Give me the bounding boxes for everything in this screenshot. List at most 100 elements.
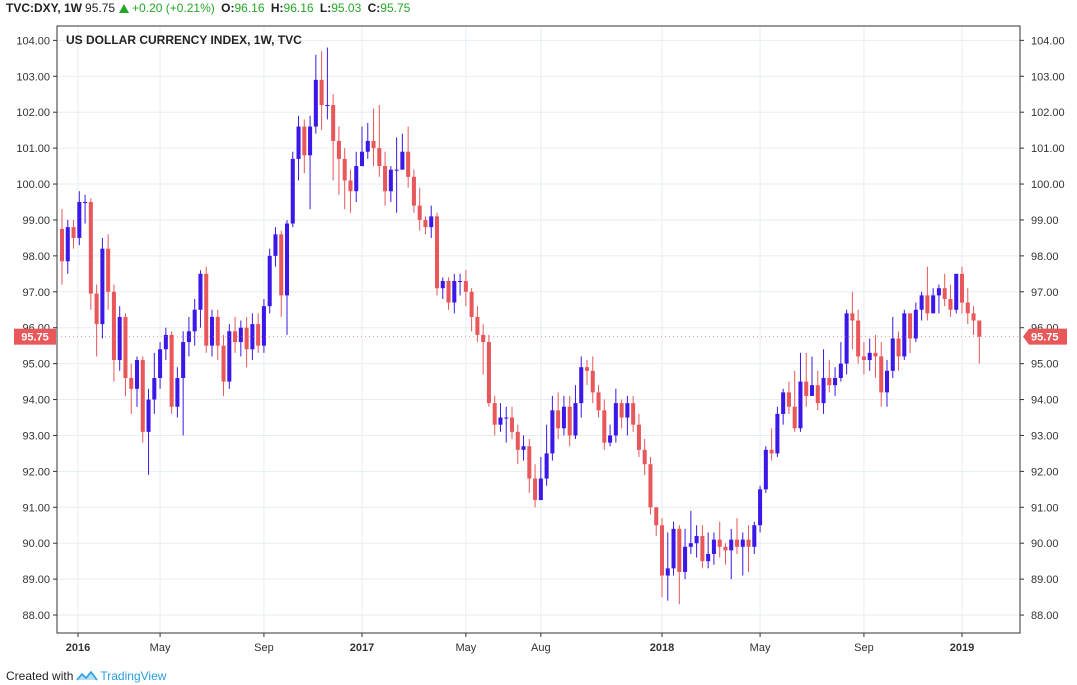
candle-body [596,392,601,411]
candle-body [659,525,665,576]
candle-body [879,356,884,393]
y-tick-label-right: 103.00 [1031,71,1065,83]
candle-body [238,327,243,343]
candle-body [429,216,434,228]
y-tick-label-left: 89.00 [22,574,50,586]
tradingview-brand[interactable]: TradingView [100,669,167,683]
candle-body [325,105,330,107]
candle-body [913,309,918,339]
candle-body [919,295,924,310]
candle-body [336,140,341,159]
candle-body [434,216,440,289]
y-tick-label-right: 101.00 [1031,143,1065,155]
y-tick-label-left: 97.00 [22,287,50,299]
y-tick-label-right: 98.00 [1031,251,1059,263]
candles [59,47,982,605]
candle-body [423,219,428,228]
candle-body [977,320,982,337]
y-tick-label-left: 95.00 [22,359,50,371]
candle-body [752,525,757,547]
y-tick-label-right: 90.00 [1031,538,1059,550]
high-value: 96.16 [283,1,314,15]
x-tick-label: May [750,642,771,654]
candle-body [233,331,238,343]
candle-body [221,345,226,382]
candle-body [561,406,566,429]
created-with-label: Created with [6,669,74,683]
candle-body [492,403,497,425]
low-value: 95.03 [331,1,362,15]
up-arrow-icon [119,4,130,13]
last-price-tags: 95.75 95.75 [14,328,1067,345]
candle-body [186,331,191,343]
candle-body [654,507,659,526]
last-price: 95.75 [85,1,116,15]
candle-body [377,148,382,167]
candle-body [163,334,168,350]
candlestick-chart[interactable]: US DOLLAR CURRENCY INDEX, 1W, TVC 104.00… [0,18,1077,663]
candle-body [821,377,826,404]
candle-body [850,313,855,321]
candle-body [965,302,970,314]
candle-body [590,370,595,393]
x-tick-label: Sep [854,642,874,654]
candle-body [388,169,393,192]
candle-body [498,417,503,425]
candle-body [873,352,878,357]
candle-body [59,228,65,262]
candle-body [244,327,249,350]
low-label: L: [319,1,332,15]
candle-body [65,227,70,262]
candle-body [636,424,641,450]
candle-body [533,478,538,501]
candle-body [371,140,376,149]
candle-body [827,377,832,386]
candle-body [665,568,670,576]
candle-body [671,528,676,569]
x-tick-label: 2016 [66,642,90,654]
y-tick-label-right: 89.00 [1031,574,1059,586]
candle-body [792,406,797,429]
candle-body [706,553,711,562]
candle-body [567,406,572,436]
y-tick-label-left: 91.00 [22,502,50,514]
x-tick-label: Sep [254,642,274,654]
y-tick-label-right: 97.00 [1031,287,1059,299]
candle-body [227,331,232,382]
candle-body [804,381,809,396]
candle-body [729,539,734,551]
candle-body [123,316,128,378]
candle-body [446,281,451,303]
y-tick-label-right: 93.00 [1031,430,1059,442]
y-tick-label-left: 93.00 [22,430,50,442]
candle-body [129,377,134,389]
candle-body [469,291,474,317]
candle-body [948,298,953,310]
candle-body [746,539,751,547]
candle-body [267,255,272,307]
candle-body [250,324,255,350]
candle-body [717,539,722,547]
candle-body [463,281,468,292]
candle-body [111,291,116,361]
candle-body [550,410,555,454]
x-tick-label: 2017 [350,642,374,654]
candle-body [959,273,965,303]
candle-body [896,338,901,357]
y-tick-label-left: 98.00 [22,251,50,263]
candle-body [475,316,480,335]
candle-body [573,403,578,436]
candle-body [515,431,520,450]
candle-body [815,385,820,404]
candle-body [417,205,422,220]
candle-body [908,313,913,339]
candle-body [198,273,203,310]
candle-body [169,334,174,407]
candle-body [486,342,491,404]
candle-body [527,446,532,479]
candle-body [602,410,607,443]
candle-body [313,79,318,127]
candle-body [775,413,780,454]
candle-body [290,158,295,224]
candle-body [504,417,509,419]
